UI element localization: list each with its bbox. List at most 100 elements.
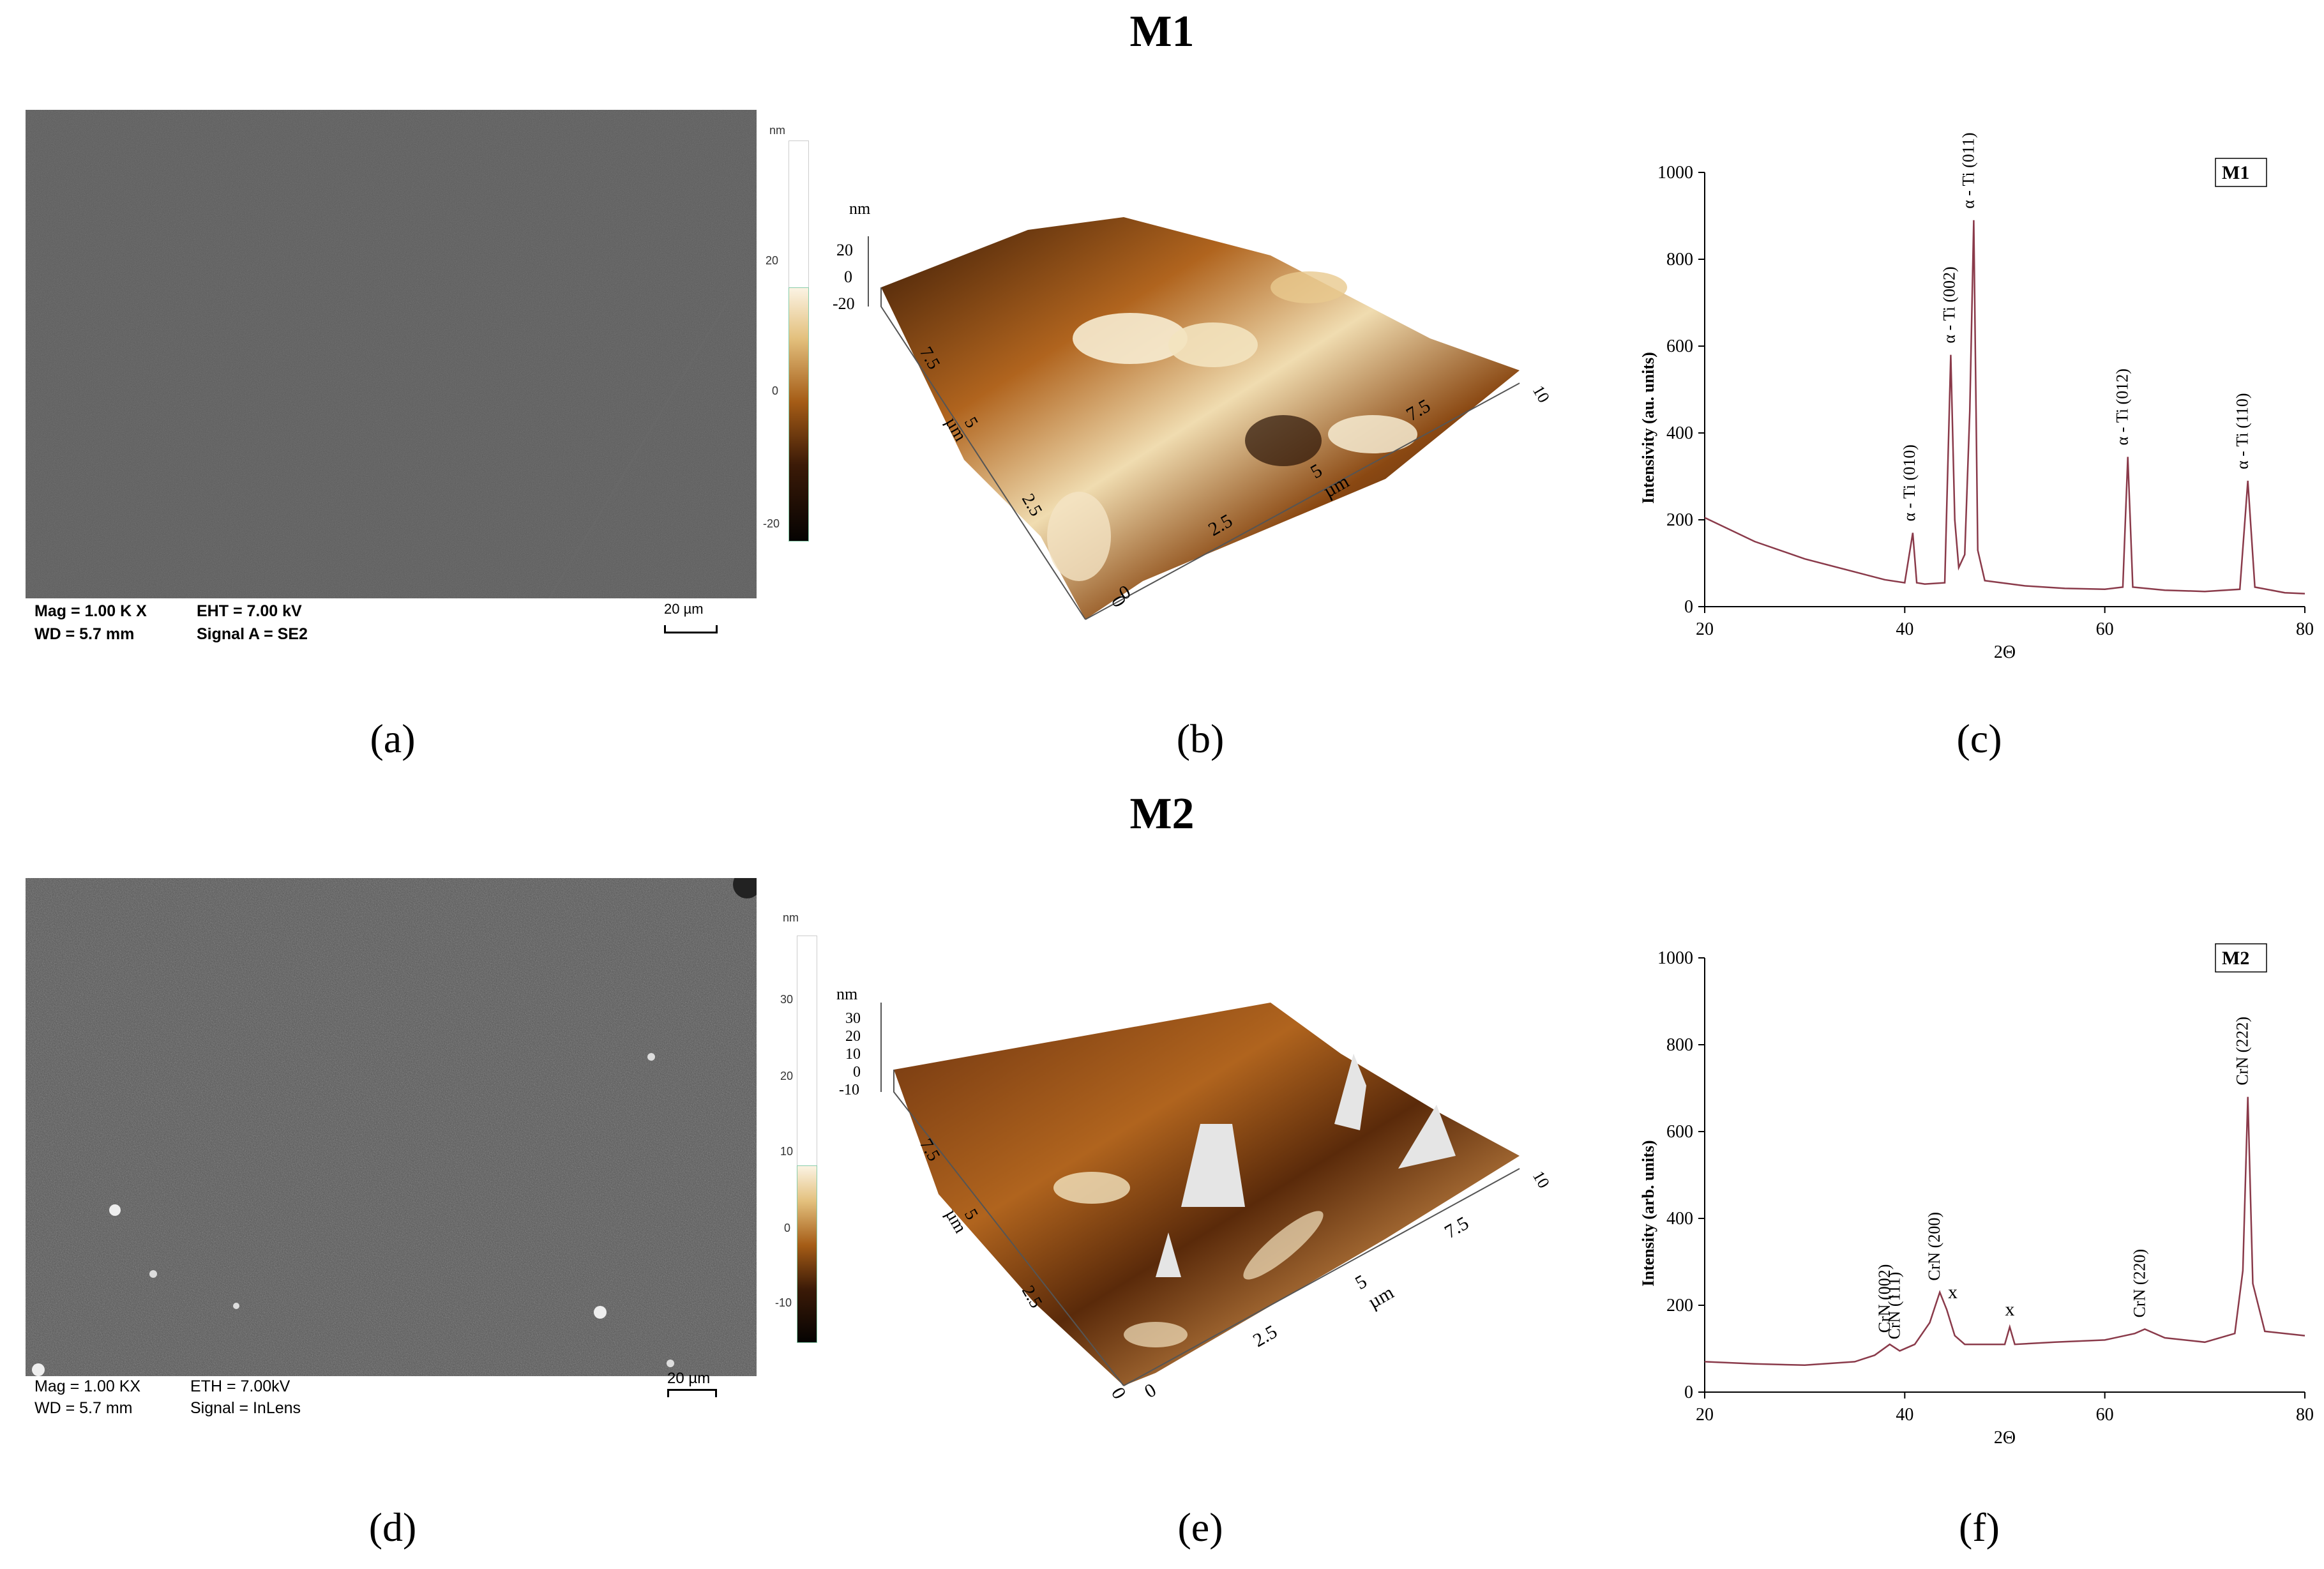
sem-info-bar-m1: Mag = 1.00 K X WD = 5.7 mm EHT = 7.00 kV…: [26, 598, 757, 651]
colorbar-tick: -10: [775, 1296, 792, 1309]
sem-mag: Mag = 1.00 K X: [34, 602, 147, 620]
colorbar-unit: nm: [769, 124, 786, 137]
afm-z-tick: 0: [853, 1064, 861, 1080]
afm-z-tick: 20: [845, 1028, 861, 1045]
caption-c: (c): [1956, 716, 2002, 761]
row-title-m2: M2: [1129, 789, 1195, 838]
afm-x-tick: 2.5: [1249, 1321, 1281, 1351]
y-tick-label: 0: [1684, 597, 1693, 617]
caption-a: (a): [370, 716, 416, 761]
x-tick-label: 20: [1696, 619, 1714, 639]
colorbar-tick: 20: [766, 254, 779, 267]
sem-scalebar: [667, 1389, 717, 1397]
afm-x-tick: 7.5: [1441, 1213, 1472, 1243]
afm-3d-m2: nm 30 20 10 0 -10 0 2.5 5 µm 7.5 10 0 2.…: [836, 985, 1553, 1402]
legend-box: [2215, 158, 2267, 187]
colorbar-tick: -20: [763, 517, 780, 530]
y-tick-label: 600: [1666, 1122, 1693, 1142]
afm-z-tick: 0: [844, 268, 852, 286]
afm-z-unit: nm: [836, 985, 857, 1003]
afm-x-tick: 10: [1529, 383, 1553, 406]
peak-label: CrN (220): [2130, 1249, 2148, 1318]
peak-label: CrN (002): [1875, 1264, 1894, 1333]
colorbar-m2: nm 30 20 10 0 -10: [773, 910, 824, 1344]
x-tick-label: 60: [2096, 619, 2114, 639]
y-tick-label: 800: [1666, 1035, 1693, 1055]
afm-3d-m1: nm 20 0 -20 0 2.5 5 µm 7.5 10 0 2.5 5 µm…: [833, 199, 1553, 620]
afm-y-tick: 0: [1107, 1384, 1130, 1402]
peak-label: CrN (111): [1885, 1272, 1904, 1340]
sem-texture: [26, 110, 757, 598]
sem-mag: Mag = 1.00 KX: [34, 1377, 141, 1395]
y-tick-label: 200: [1666, 1296, 1693, 1315]
sem-wd: WD = 5.7 mm: [34, 625, 135, 643]
x-tick-label: 80: [2296, 1405, 2314, 1425]
colorbar-unit: nm: [783, 911, 799, 924]
colorbar-tick: 30: [780, 993, 794, 1006]
y-axis-label: Intensity (arb. units): [1639, 1141, 1657, 1287]
sem-eht: EHT = 7.00 kV: [197, 602, 302, 620]
sem-texture: [26, 878, 757, 1376]
y-tick-label: 1000: [1657, 163, 1693, 183]
sem-scalebar-label: 20 µm: [667, 1370, 711, 1387]
sem-signal: Signal = InLens: [190, 1399, 301, 1417]
xrd-chart-m2: 0 200 400 600 800 1000 20 40 60 80 2Θ Intensity (ar…: [1639, 943, 2314, 1448]
caption-d: (d): [368, 1505, 417, 1550]
x-tick-label: 60: [2096, 1405, 2114, 1425]
legend-label: M1: [2222, 162, 2249, 183]
caption-b: (b): [1176, 716, 1225, 761]
y-tick-label: 400: [1666, 1209, 1693, 1229]
afm-x-tick: 5: [1352, 1271, 1370, 1294]
peak-label: α - Ti (012): [2113, 368, 2132, 445]
sem-scalebar-label: 20 µm: [664, 601, 704, 617]
xrd-series-line: [1704, 220, 2305, 595]
caption-e: (e): [1177, 1505, 1223, 1550]
afm-z-tick: -10: [839, 1082, 859, 1098]
afm-z-tick: 30: [845, 1010, 861, 1027]
afm-x-tick: 0: [1141, 1379, 1159, 1402]
y-axis-label: Intensivity (au. units): [1639, 352, 1657, 504]
peak-label: α - Ti (110): [2233, 393, 2252, 469]
colorbar-tick: 0: [784, 1222, 791, 1234]
legend-box: [2215, 943, 2267, 973]
sem-scalebar: [664, 625, 718, 633]
peak-marker: x: [1948, 1282, 1958, 1303]
peak-label: CrN (200): [1925, 1212, 1943, 1281]
peak-label: α - Ti (011): [1959, 132, 1977, 208]
x-axis-label: 2Θ: [1994, 642, 2016, 662]
sem-wd: WD = 5.7 mm: [34, 1399, 133, 1417]
peak-marker: x: [2005, 1299, 2014, 1320]
sem-signal: Signal A = SE2: [197, 625, 308, 643]
x-axis-label: 2Θ: [1994, 1428, 2016, 1448]
y-tick-label: 800: [1666, 250, 1693, 269]
colorbar-m1: nm 20 0 -20: [763, 121, 814, 556]
afm-z-unit: nm: [849, 199, 870, 218]
legend-label: M2: [2222, 948, 2249, 969]
sem-image-m1: [26, 110, 757, 598]
sem-image-m2: [26, 878, 757, 1376]
afm-x-unit: µm: [1364, 1282, 1398, 1313]
caption-f: (f): [1959, 1505, 2000, 1550]
afm-z-tick: 20: [836, 241, 853, 259]
peak-label: α - Ti (002): [1940, 266, 1959, 343]
xrd-series-line: [1704, 1096, 2305, 1367]
peak-label: α - Ti (010): [1900, 444, 1919, 521]
y-tick-label: 400: [1666, 423, 1693, 443]
x-tick-label: 80: [2296, 619, 2314, 639]
x-tick-label: 40: [1896, 619, 1913, 639]
x-tick-label: 20: [1696, 1405, 1714, 1425]
colorbar-tick: 10: [780, 1145, 794, 1158]
afm-z-tick: 10: [845, 1046, 861, 1063]
sem-eht: ETH = 7.00kV: [190, 1377, 290, 1395]
y-tick-label: 1000: [1657, 948, 1693, 968]
xrd-chart-m1: 0 200 400 600 800 1000 20 40 60 80 2Θ Intensivity (…: [1639, 132, 2314, 662]
y-tick-label: 200: [1666, 510, 1693, 530]
afm-x-tick: 10: [1529, 1168, 1553, 1192]
y-tick-label: 0: [1684, 1383, 1693, 1402]
row-title-m1: M1: [1129, 7, 1195, 56]
afm-z-tick: -20: [833, 294, 855, 313]
peak-label: CrN (222): [2233, 1017, 2252, 1086]
colorbar-tick: 20: [780, 1070, 794, 1082]
sem-info-bar-m2: Mag = 1.00 KX WD = 5.7 mm ETH = 7.00kV S…: [26, 1370, 757, 1422]
y-tick-label: 600: [1666, 337, 1693, 356]
